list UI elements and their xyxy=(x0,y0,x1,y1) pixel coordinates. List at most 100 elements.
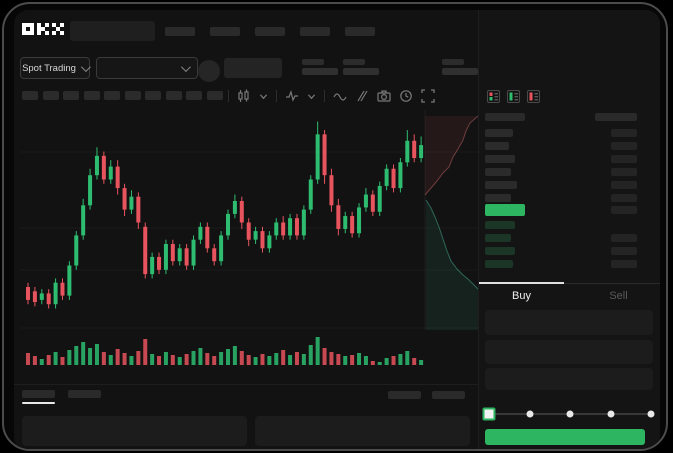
bottom-content-block xyxy=(255,416,470,446)
orderbook-row[interactable] xyxy=(485,257,637,270)
interval-button-placeholder[interactable] xyxy=(22,91,38,100)
nav-item-placeholder[interactable] xyxy=(255,27,285,36)
orderbook-row[interactable] xyxy=(485,178,637,191)
orderbook-row[interactable] xyxy=(485,139,637,152)
nav-item-placeholder[interactable] xyxy=(210,27,240,36)
interval-toolbar xyxy=(22,91,223,100)
interval-button-placeholder[interactable] xyxy=(104,91,120,100)
last-price-row[interactable] xyxy=(485,202,637,218)
price-bar-placeholder xyxy=(485,233,511,242)
slider-stop[interactable] xyxy=(647,410,655,418)
orderbook-row[interactable] xyxy=(485,165,637,178)
amount-bar-placeholder xyxy=(611,180,637,189)
orderbook-asks xyxy=(485,126,637,204)
pair-dropdown[interactable] xyxy=(96,57,198,79)
trade-sidebar: Buy Sell xyxy=(478,10,660,449)
chevron-down-icon[interactable] xyxy=(307,92,316,101)
slider-stop[interactable] xyxy=(566,410,574,418)
amount-bar-placeholder xyxy=(611,154,637,163)
wave-icon[interactable] xyxy=(333,89,347,103)
nav-item-placeholder[interactable] xyxy=(165,27,195,36)
price-bar-placeholder xyxy=(485,141,509,150)
candles-icon[interactable] xyxy=(237,89,251,103)
price-field-placeholder[interactable] xyxy=(485,310,653,335)
nav-item-placeholder[interactable] xyxy=(345,27,375,36)
stat-label-placeholder xyxy=(302,59,324,65)
buy-submit-button[interactable] xyxy=(485,429,645,445)
slider-handle[interactable] xyxy=(482,407,496,421)
price-chart[interactable] xyxy=(20,110,478,380)
ticker-stat-placeholder xyxy=(442,59,478,75)
interval-button-placeholder[interactable] xyxy=(83,91,100,100)
search-input-placeholder[interactable] xyxy=(70,21,155,41)
divider xyxy=(324,90,325,102)
amount-slider[interactable] xyxy=(482,406,655,422)
bottom-tab-placeholder[interactable] xyxy=(68,390,101,398)
market-type-label: Spot Trading xyxy=(22,62,76,74)
interval-button-placeholder[interactable] xyxy=(145,91,161,100)
interval-button-placeholder[interactable] xyxy=(186,91,202,100)
slider-stop[interactable] xyxy=(526,410,533,418)
price-bar-placeholder xyxy=(485,128,513,137)
price-bar-placeholder xyxy=(485,259,513,268)
interval-button-placeholder[interactable] xyxy=(165,91,182,100)
market-type-selector[interactable]: Spot Trading xyxy=(20,57,91,79)
amount-bar-placeholder xyxy=(611,167,637,176)
orderbook-row[interactable] xyxy=(485,244,637,257)
ticker-stat-placeholder xyxy=(343,59,379,75)
tab-sell-label: Sell xyxy=(609,290,628,302)
camera-icon[interactable] xyxy=(377,89,391,103)
chevron-down-icon[interactable] xyxy=(259,92,268,101)
bottom-tab-placeholder[interactable] xyxy=(22,390,55,398)
indicator-icon[interactable] xyxy=(285,89,299,103)
stat-value-placeholder xyxy=(302,68,338,75)
divider xyxy=(228,90,229,102)
orderbook-row[interactable] xyxy=(485,126,637,139)
amount-bar-placeholder xyxy=(611,193,637,202)
divider xyxy=(276,90,277,102)
bottom-action-placeholder[interactable] xyxy=(432,391,465,399)
tab-sell[interactable]: Sell xyxy=(576,286,660,306)
okx-logo[interactable] xyxy=(22,23,64,35)
book-sell-icon[interactable] xyxy=(527,90,540,103)
last-price-pill xyxy=(485,204,525,216)
total-field-placeholder[interactable] xyxy=(485,368,653,390)
amount-bar-placeholder xyxy=(611,128,637,137)
stat-label-placeholder xyxy=(442,59,464,65)
slider-stop[interactable] xyxy=(607,410,614,418)
book-combined-icon[interactable] xyxy=(487,90,500,103)
layers-icon[interactable] xyxy=(355,89,369,103)
tab-buy[interactable]: Buy xyxy=(479,286,564,306)
app-window: Spot Trading xyxy=(14,10,660,449)
interval-button-placeholder[interactable] xyxy=(124,91,141,100)
interval-button-placeholder[interactable] xyxy=(42,91,59,100)
clock-icon[interactable] xyxy=(399,89,413,103)
bottom-content-block xyxy=(22,416,247,446)
tab-buy-label: Buy xyxy=(512,290,531,302)
amount-bar-placeholder xyxy=(611,206,637,214)
stat-label-placeholder xyxy=(343,59,365,65)
amount-field-placeholder[interactable] xyxy=(485,340,653,364)
buy-tab-underline xyxy=(479,282,564,284)
interval-button-placeholder[interactable] xyxy=(63,91,79,100)
orderbook-row[interactable] xyxy=(485,218,637,231)
nav-item-placeholder[interactable] xyxy=(300,27,330,36)
fullscreen-icon[interactable] xyxy=(421,89,435,103)
price-bar-placeholder xyxy=(485,220,515,229)
orderbook-bids xyxy=(485,218,637,270)
book-buy-icon[interactable] xyxy=(507,90,520,103)
interval-button-placeholder[interactable] xyxy=(206,91,223,100)
price-bar-placeholder xyxy=(485,246,515,255)
price-bar-placeholder xyxy=(485,167,511,176)
ticker-stat-placeholder xyxy=(302,59,338,75)
stat-value-placeholder xyxy=(442,68,478,75)
book-col-header-price xyxy=(485,113,525,121)
divider xyxy=(14,384,478,385)
orderbook-row[interactable] xyxy=(485,231,637,244)
orderbook-row[interactable] xyxy=(485,191,637,204)
bottom-action-placeholder[interactable] xyxy=(388,391,421,399)
amount-bar-placeholder xyxy=(611,246,637,255)
price-bar-placeholder xyxy=(485,180,517,189)
orderbook-row[interactable] xyxy=(485,152,637,165)
